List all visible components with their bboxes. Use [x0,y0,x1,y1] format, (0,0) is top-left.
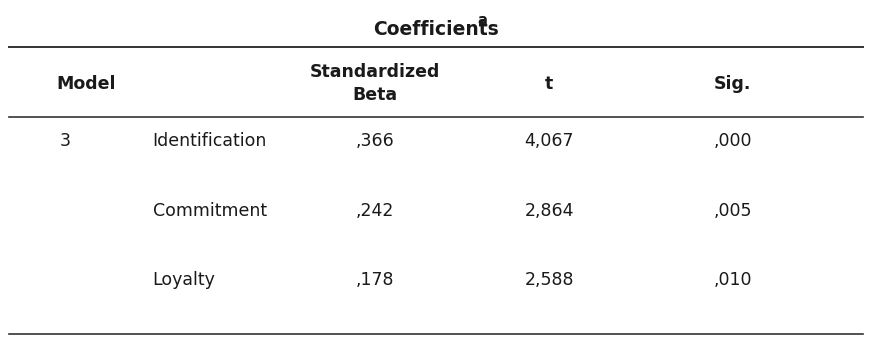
Text: Model: Model [57,74,116,93]
Text: Standardized
Beta: Standardized Beta [310,63,440,104]
Text: Sig.: Sig. [714,74,751,93]
Text: ,242: ,242 [356,201,394,220]
Text: ,366: ,366 [356,132,394,150]
Text: Commitment: Commitment [153,201,267,220]
Text: ,010: ,010 [713,271,752,289]
Text: ,178: ,178 [356,271,394,289]
Text: 3: 3 [60,132,71,150]
Text: Loyalty: Loyalty [153,271,215,289]
Text: Identification: Identification [153,132,267,150]
Text: 4,067: 4,067 [525,132,574,150]
Text: ,005: ,005 [713,201,752,220]
Text: t: t [545,74,554,93]
Text: ,000: ,000 [713,132,752,150]
Text: Coefficients: Coefficients [373,20,499,39]
Text: 2,864: 2,864 [525,201,574,220]
Text: 2,588: 2,588 [525,271,574,289]
Text: a: a [478,13,487,29]
